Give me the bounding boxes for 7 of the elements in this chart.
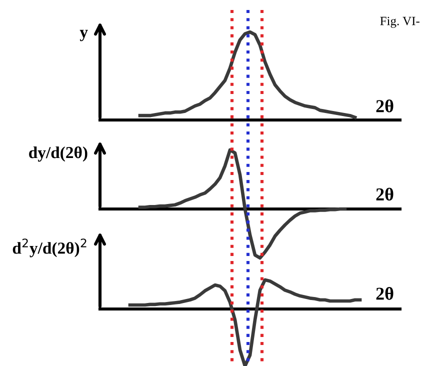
text: Fig. VI- [380, 16, 420, 28]
y-axis-title: dy/d(2θ) [29, 146, 88, 162]
y-axis-title: y [80, 30, 88, 42]
x-axis-title: 2θ [376, 287, 394, 300]
x-axis-title: 2θ [376, 99, 394, 112]
x-axis-title: 2θ [376, 188, 394, 201]
y-axis-title: d$^{2}$y/d(2θ)$^{2}$ [12, 238, 86, 258]
